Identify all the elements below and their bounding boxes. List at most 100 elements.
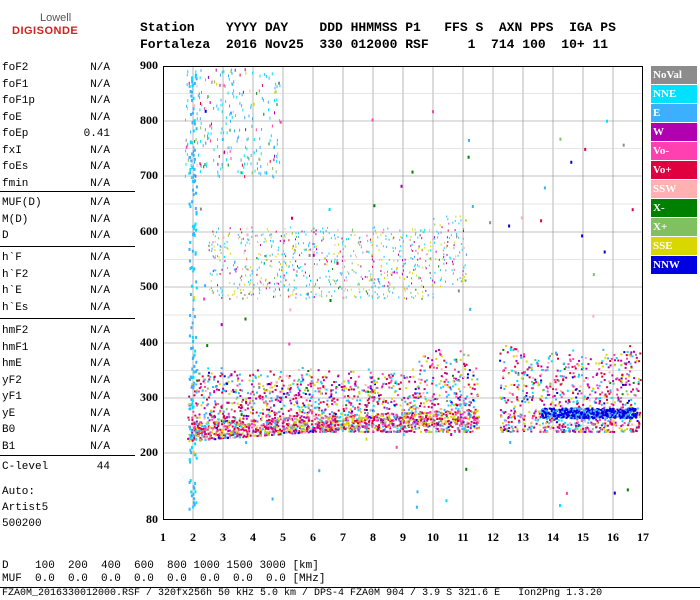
echo-point	[240, 158, 242, 162]
echo-point	[238, 428, 241, 431]
echo-point	[239, 276, 241, 279]
echo-point	[266, 422, 269, 425]
echo-point	[563, 368, 566, 370]
echo-point	[226, 146, 228, 150]
echo-point	[295, 400, 298, 403]
echo-point	[218, 237, 220, 240]
echo-point	[384, 271, 386, 274]
echo-point	[249, 283, 251, 286]
echo-point	[269, 286, 271, 289]
echo-point	[446, 410, 449, 413]
echo-point	[238, 135, 240, 139]
echo-point	[316, 263, 318, 266]
echo-point	[295, 260, 297, 263]
echo-point	[636, 420, 639, 422]
echo-point	[248, 114, 250, 118]
echo-point	[381, 373, 384, 376]
echo-point	[206, 344, 209, 348]
echo-point	[454, 229, 456, 232]
echo-point	[218, 388, 220, 391]
echo-point	[632, 430, 635, 433]
echo-point	[418, 424, 421, 427]
echo-point	[536, 361, 538, 364]
echo-point	[272, 167, 274, 170]
echo-point	[618, 378, 621, 381]
echo-point	[185, 118, 186, 122]
echo-point	[212, 233, 214, 236]
echo-point	[286, 423, 288, 426]
echo-point	[385, 431, 388, 433]
x-tick-label: 13	[517, 530, 529, 544]
echo-point	[360, 296, 362, 299]
echo-point	[211, 243, 213, 246]
echo-point	[382, 382, 385, 385]
echo-point	[257, 241, 259, 243]
echo-point	[261, 127, 263, 131]
echo-point	[467, 425, 470, 428]
echo-point	[265, 254, 267, 257]
echo-point	[224, 85, 226, 88]
echo-point	[267, 100, 269, 104]
echo-point	[328, 413, 331, 416]
echo-point	[221, 110, 223, 114]
echo-point	[636, 407, 639, 410]
echo-point	[598, 430, 601, 433]
echo-point	[584, 431, 587, 433]
echo-point	[210, 139, 211, 143]
echo-point	[369, 371, 372, 374]
echo-point	[191, 321, 194, 325]
echo-point	[592, 408, 595, 411]
echo-point	[300, 428, 303, 431]
echo-point	[237, 422, 240, 425]
echo-point	[389, 282, 391, 285]
echo-point	[555, 410, 558, 413]
echo-point	[263, 112, 265, 116]
echo-point	[469, 386, 472, 389]
echo-point	[314, 282, 316, 285]
echo-point	[507, 417, 510, 419]
echo-point	[559, 409, 562, 412]
echo-point	[322, 386, 325, 388]
echo-point	[614, 421, 617, 424]
echo-point	[443, 359, 446, 362]
echo-point	[230, 434, 233, 437]
echo-point	[602, 348, 605, 351]
param-name: yF1	[2, 391, 22, 403]
echo-point	[352, 228, 353, 231]
echo-point	[192, 227, 195, 231]
echo-point	[229, 149, 231, 153]
echo-point	[324, 421, 326, 424]
echo-point	[567, 402, 570, 405]
echo-point	[298, 236, 300, 238]
echo-point	[432, 393, 435, 396]
echo-point	[592, 376, 595, 379]
echo-point	[406, 415, 409, 418]
echo-point	[596, 384, 599, 387]
echo-point	[359, 291, 361, 294]
echo-point	[291, 216, 293, 220]
echo-point	[631, 416, 633, 419]
echo-point	[593, 416, 596, 419]
param-name: B0	[2, 424, 16, 436]
echo-point	[545, 422, 548, 425]
echo-point	[608, 430, 611, 433]
echo-point	[287, 424, 289, 427]
echo-point	[585, 397, 588, 400]
echo-point	[393, 372, 396, 375]
echo-point	[213, 426, 216, 429]
echo-point	[459, 423, 462, 426]
echo-point	[522, 389, 524, 392]
echo-point	[287, 394, 290, 396]
echo-point	[194, 222, 197, 226]
echo-point	[388, 413, 391, 416]
echo-point	[401, 409, 404, 412]
echo-point	[240, 413, 243, 417]
echo-point	[276, 426, 279, 429]
echo-point	[228, 429, 231, 432]
echo-point	[428, 430, 431, 433]
echo-point	[555, 388, 558, 391]
echo-point	[298, 408, 301, 411]
echo-point	[245, 274, 246, 276]
echo-point	[351, 262, 353, 265]
echo-point	[256, 435, 259, 438]
